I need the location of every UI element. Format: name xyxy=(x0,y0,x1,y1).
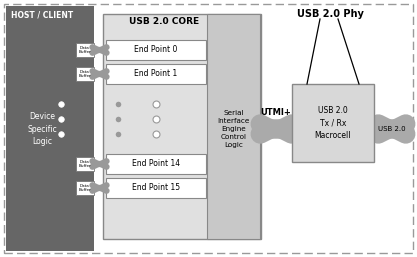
FancyBboxPatch shape xyxy=(76,157,94,171)
FancyBboxPatch shape xyxy=(76,181,94,195)
Text: Data
Buffer: Data Buffer xyxy=(79,46,91,54)
Text: Serial
Interface
Engine
Control
Logic: Serial Interface Engine Control Logic xyxy=(217,110,250,148)
FancyBboxPatch shape xyxy=(207,14,260,239)
Text: USB 2.0: USB 2.0 xyxy=(378,126,406,132)
FancyBboxPatch shape xyxy=(4,4,413,253)
Text: End Point 0: End Point 0 xyxy=(134,45,178,54)
Text: Data
Buffer: Data Buffer xyxy=(79,70,91,78)
FancyBboxPatch shape xyxy=(6,6,94,251)
FancyBboxPatch shape xyxy=(106,64,206,84)
FancyBboxPatch shape xyxy=(103,14,261,239)
Text: Data
Buffer: Data Buffer xyxy=(79,160,91,168)
FancyBboxPatch shape xyxy=(106,154,206,174)
FancyBboxPatch shape xyxy=(292,84,374,162)
Text: End Point 1: End Point 1 xyxy=(134,69,178,78)
Text: Data
Buffer: Data Buffer xyxy=(79,184,91,192)
Text: USB 2.0 Phy: USB 2.0 Phy xyxy=(296,9,364,19)
FancyBboxPatch shape xyxy=(76,43,94,57)
Text: HOST / CLIENT: HOST / CLIENT xyxy=(11,10,73,19)
Text: Device
Specific
Logic: Device Specific Logic xyxy=(27,112,57,146)
FancyBboxPatch shape xyxy=(76,67,94,81)
Text: USB 2.0 CORE: USB 2.0 CORE xyxy=(129,17,199,26)
Text: End Point 15: End Point 15 xyxy=(132,183,180,192)
Text: End Point 14: End Point 14 xyxy=(132,160,180,169)
Text: UTMI+: UTMI+ xyxy=(261,108,291,117)
Text: USB 2.0
Tx / Rx
Macrocell: USB 2.0 Tx / Rx Macrocell xyxy=(315,106,351,140)
FancyBboxPatch shape xyxy=(106,178,206,198)
FancyBboxPatch shape xyxy=(106,40,206,60)
